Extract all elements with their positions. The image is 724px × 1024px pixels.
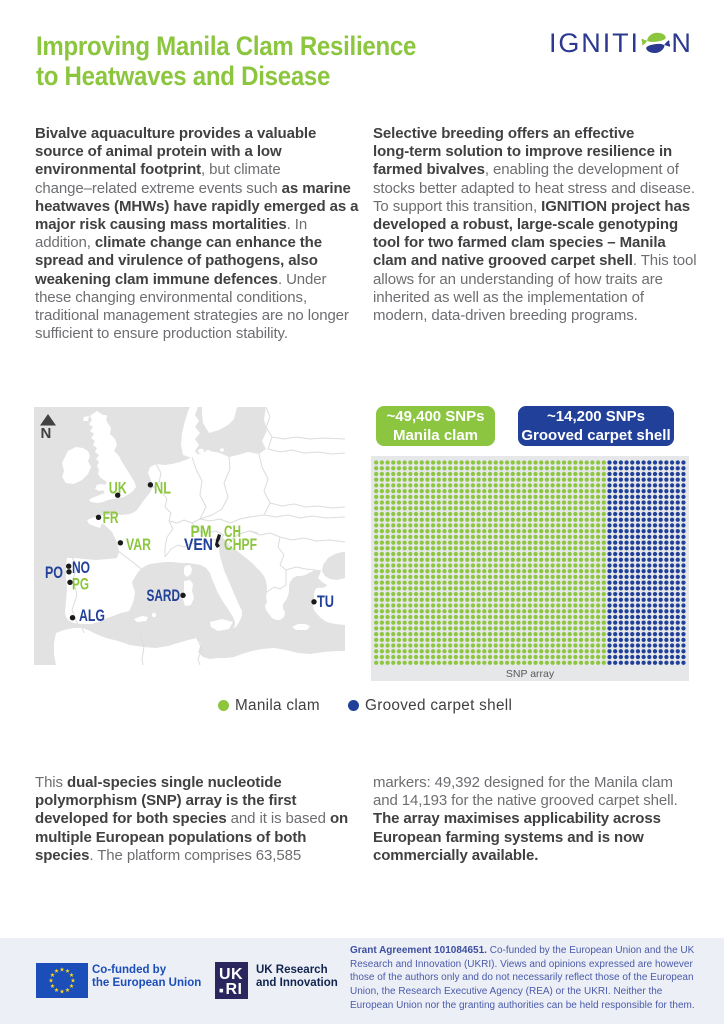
svg-text:CH: CH xyxy=(224,523,241,541)
svg-text:SARD: SARD xyxy=(147,587,181,605)
svg-text:VAR: VAR xyxy=(126,536,151,554)
svg-text:VEN: VEN xyxy=(184,536,213,554)
svg-text:FR: FR xyxy=(103,509,119,527)
svg-text:UK: UK xyxy=(219,966,243,983)
svg-text:ALG: ALG xyxy=(79,607,105,625)
svg-text:PG: PG xyxy=(72,576,89,594)
svg-text:RI: RI xyxy=(226,981,243,998)
svg-text:SNP array: SNP array xyxy=(506,668,555,680)
svg-text:CHPF: CHPF xyxy=(224,536,257,554)
svg-text:TU: TU xyxy=(317,593,334,611)
svg-text:PM: PM xyxy=(191,523,212,541)
svg-text:N: N xyxy=(41,425,52,442)
svg-text:UK: UK xyxy=(109,479,127,497)
svg-text:NL: NL xyxy=(154,479,171,497)
svg-text:NO: NO xyxy=(72,559,90,577)
svg-text:PO: PO xyxy=(45,564,63,582)
